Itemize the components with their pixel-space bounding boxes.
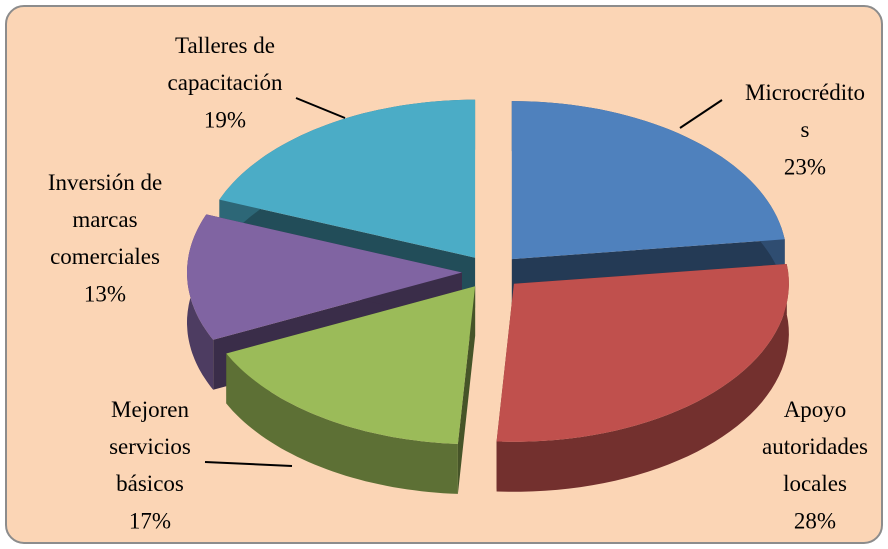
label-line: capacitación (168, 70, 283, 95)
slice-value-label: 23% (784, 154, 826, 179)
label-line: Talleres de (175, 33, 275, 58)
slice-value-label: 17% (129, 508, 171, 533)
slice-value-label: 13% (84, 281, 126, 306)
slice-top (219, 99, 476, 258)
slice-label: Microcrédito s (745, 80, 865, 142)
slice-label: Mejoren servicios básicos (109, 397, 191, 496)
slice-side (496, 264, 789, 492)
slice-label: Apoyo autoridades locales (762, 397, 868, 496)
label-line: servicios (109, 434, 191, 459)
slice-label: Talleres de capacitación (168, 33, 283, 95)
label-line: Microcrédito (745, 80, 865, 105)
slice-top (187, 214, 462, 340)
slice-top (496, 264, 789, 442)
pie-slice (226, 286, 476, 494)
label-line: autoridades (762, 434, 868, 459)
label-line: locales (783, 471, 847, 496)
label-line: Inversión de (48, 170, 162, 195)
slice-cut-face (457, 286, 476, 494)
leader-line (204, 461, 293, 467)
slice-top (511, 101, 785, 260)
leader-line (679, 99, 723, 129)
label-line: s (801, 117, 810, 142)
slice-label: Inversión de marcas comerciales (48, 170, 162, 269)
slice-top (226, 286, 476, 444)
label-line: básicos (116, 471, 184, 496)
slice-value-label: 28% (794, 508, 836, 533)
slice-value-label: 19% (204, 107, 246, 132)
leader-line (295, 97, 346, 119)
label-line: Apoyo (784, 397, 847, 422)
label-line: Mejoren (111, 397, 189, 422)
slice-side (226, 353, 458, 494)
label-line: comerciales (50, 244, 160, 269)
pie-slice (496, 264, 789, 492)
label-line: marcas (72, 207, 137, 232)
